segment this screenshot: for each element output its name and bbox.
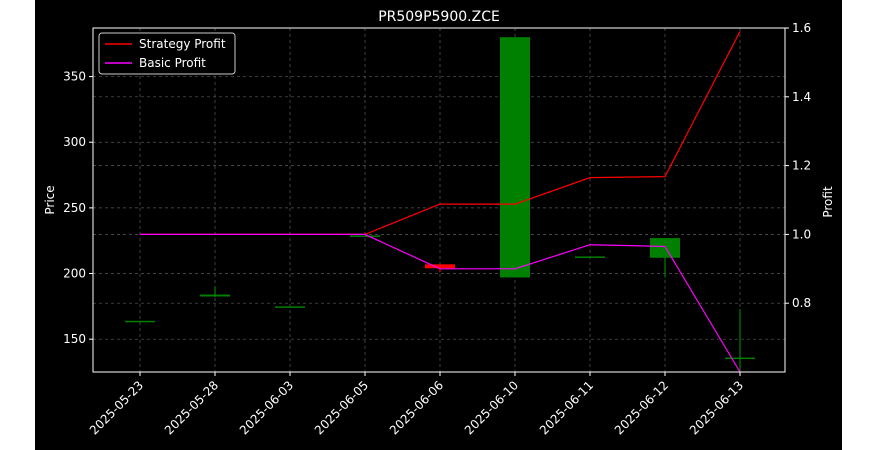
y-tick-label-right: 1.4	[792, 90, 811, 104]
x-tick-label: 2025-06-11	[537, 378, 596, 437]
chart-figure: PR509P5900.ZCE 2025-05-23 2025-05-28 2025-…	[35, 0, 842, 450]
y-tick-label-left: 250	[63, 201, 86, 215]
x-tick-label: 2025-06-13	[687, 378, 746, 437]
y-tick-label-left: 200	[63, 267, 86, 281]
candle-body	[725, 357, 755, 360]
y-tick-label-left: 350	[63, 70, 86, 84]
candle	[575, 256, 605, 258]
candle-body	[200, 294, 230, 297]
basic-profit-line	[140, 233, 741, 373]
y-axis-label-left: Price	[43, 185, 57, 214]
chart-svg: PR509P5900.ZCE 2025-05-23 2025-05-28 2025-…	[43, 9, 835, 437]
candle	[650, 238, 680, 278]
candle-body	[575, 256, 605, 258]
candle	[125, 320, 155, 323]
candle-body	[500, 37, 530, 278]
candle	[725, 308, 755, 371]
candle-body	[425, 264, 455, 269]
x-tick-label: 2025-06-12	[612, 378, 671, 437]
plot-frame	[92, 27, 786, 373]
y-tick-label-right: 1.0	[792, 227, 811, 241]
candle	[200, 286, 230, 298]
y-tick-label-right: 1.6	[792, 21, 811, 35]
chart-title: PR509P5900.ZCE	[378, 9, 500, 25]
grid	[93, 27, 785, 372]
candle	[275, 306, 305, 308]
x-tick-label: 2025-06-10	[462, 378, 521, 437]
y-tick-label-right: 0.8	[792, 296, 811, 310]
legend: Strategy Profit Basic Profit	[98, 32, 236, 75]
y-axis-label-right: Profit	[821, 186, 835, 218]
legend-label: Basic Profit	[139, 56, 206, 70]
x-tick-label: 2025-06-05	[312, 378, 371, 437]
candles	[125, 37, 755, 371]
x-tick-label: 2025-05-28	[162, 378, 221, 437]
legend-label: Strategy Profit	[139, 37, 226, 51]
y-tick-label-left: 150	[63, 332, 86, 346]
axes: 2025-05-23 2025-05-28 2025-06-03 2025-06-05…	[63, 21, 811, 437]
y-tick-label-right: 1.2	[792, 159, 811, 173]
candle-body	[275, 306, 305, 308]
x-tick-label: 2025-06-06	[387, 378, 446, 437]
y-tick-label-left: 300	[63, 135, 86, 149]
candle-body	[650, 238, 680, 258]
profit-lines	[140, 31, 741, 373]
candle-body	[350, 235, 380, 237]
candle	[500, 37, 530, 278]
x-tick-label: 2025-06-03	[237, 378, 296, 437]
x-tick-label: 2025-05-23	[87, 378, 146, 437]
candle-body	[125, 320, 155, 323]
candle	[350, 235, 380, 237]
legend-box	[98, 32, 236, 75]
